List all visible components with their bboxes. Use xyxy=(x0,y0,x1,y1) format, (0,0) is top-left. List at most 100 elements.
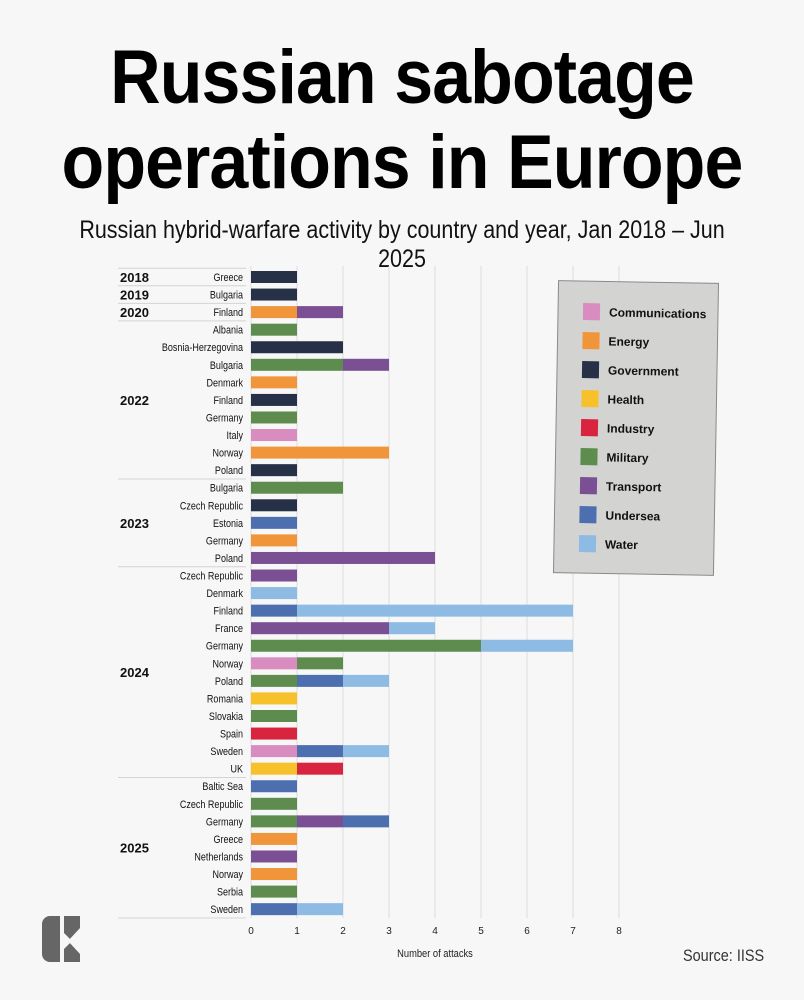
country-label: Italy xyxy=(226,430,243,442)
year-label: 2025 xyxy=(120,841,149,856)
country-label: Denmark xyxy=(206,378,243,390)
bar-segment-military xyxy=(251,885,297,898)
country-label: Spain xyxy=(220,729,243,741)
year-label: 2024 xyxy=(120,665,150,680)
country-label: Czech Republic xyxy=(180,799,243,811)
year-label: 2018 xyxy=(120,270,149,285)
legend-label: Undersea xyxy=(605,508,660,523)
country-label: Sweden xyxy=(210,904,243,916)
bar-segment-transport xyxy=(251,569,297,582)
bar-segment-military xyxy=(251,481,343,494)
x-tick-label: 2 xyxy=(340,926,346,937)
bar-segment-military xyxy=(251,815,297,828)
legend-label: Water xyxy=(605,537,638,552)
country-label: Romania xyxy=(207,694,243,706)
country-label: Netherlands xyxy=(194,852,243,864)
country-label: Norway xyxy=(212,659,243,671)
bar-segment-military xyxy=(251,710,297,722)
legend-swatch-government xyxy=(581,361,600,379)
x-tick-label: 4 xyxy=(432,926,438,937)
bar-segment-water xyxy=(251,587,297,600)
bar-segment-energy xyxy=(251,306,297,319)
legend-swatch-military xyxy=(580,448,598,466)
year-label: 2023 xyxy=(120,516,149,531)
legend-label: Transport xyxy=(606,479,662,494)
bar-segment-energy xyxy=(251,534,297,547)
legend-label: Military xyxy=(606,450,649,465)
bar-segment-transport xyxy=(343,358,389,371)
country-label: Norway xyxy=(212,869,243,881)
x-tick-label: 0 xyxy=(248,926,254,937)
year-label: 2019 xyxy=(120,288,149,303)
legend-swatch-undersea xyxy=(579,506,597,524)
bar-segment-government xyxy=(251,499,297,512)
x-tick-label: 1 xyxy=(294,926,300,937)
legend: Communications Energy Government Health Indu… xyxy=(552,280,720,576)
bar-segment-government xyxy=(251,341,343,354)
legend-swatch-energy xyxy=(582,332,600,350)
bar-segment-transport xyxy=(251,850,297,863)
bar-segment-undersea xyxy=(251,604,297,617)
legend-label: Industry xyxy=(607,421,655,436)
country-label: Germany xyxy=(206,413,243,425)
bar-segment-water xyxy=(343,674,389,687)
x-tick-label: 5 xyxy=(478,926,484,937)
bar-segment-energy xyxy=(251,832,297,845)
legend-swatch-health xyxy=(581,390,599,408)
country-label: Albania xyxy=(213,325,243,337)
legend-box xyxy=(552,280,720,576)
country-label: Bulgaria xyxy=(210,290,243,302)
x-tick-label: 6 xyxy=(524,926,530,937)
x-tick-label: 8 xyxy=(616,926,622,937)
bar-segment-industry xyxy=(297,762,343,775)
bar-segment-undersea xyxy=(297,674,343,687)
bar-segment-industry xyxy=(251,727,297,740)
bar-segment-undersea xyxy=(297,745,343,758)
bar-segment-energy xyxy=(251,376,297,389)
country-label: Germany xyxy=(206,536,243,548)
country-label: Baltic Sea xyxy=(202,781,243,793)
bar-segment-communications xyxy=(251,429,297,442)
bar-segment-undersea xyxy=(251,903,297,916)
bar-segment-health xyxy=(251,762,297,775)
country-label: Poland xyxy=(215,553,243,565)
bar-segment-energy xyxy=(251,868,297,881)
bar-segment-water xyxy=(297,903,343,916)
x-tick-label: 3 xyxy=(386,926,392,937)
country-label: France xyxy=(215,623,243,635)
x-axis: 0 1 2 3 4 5 6 7 8 xyxy=(248,926,622,937)
bar-segment-military xyxy=(297,657,343,670)
bar-segment-government xyxy=(251,288,297,301)
bar-segment-water xyxy=(343,745,389,758)
country-label: Poland xyxy=(215,676,243,688)
bar-segment-government xyxy=(251,393,297,406)
bar-segment-water xyxy=(389,622,435,635)
legend-label: Government xyxy=(608,364,679,379)
country-label: Finland xyxy=(213,307,243,319)
legend-label: Energy xyxy=(608,335,649,350)
legend-swatch-communications xyxy=(582,303,601,321)
country-label: Norway xyxy=(212,448,243,460)
bar-segment-military xyxy=(251,797,297,810)
bar-segment-energy xyxy=(251,446,389,459)
country-label: Denmark xyxy=(206,588,243,600)
country-label: Germany xyxy=(206,641,243,653)
bar-segment-military xyxy=(251,674,297,687)
country-label: Czech Republic xyxy=(180,571,243,583)
country-label: Greece xyxy=(213,272,243,284)
bar-segment-military xyxy=(251,639,481,652)
source-note: Source: IISS xyxy=(683,946,765,965)
rows: Greece 2018 Bulgaria 2019 Finland 2020 Albania… xyxy=(118,267,573,919)
bar-segment-military xyxy=(251,358,343,371)
country-label: Bosnia-Herzegovina xyxy=(162,342,243,354)
bar-segment-undersea xyxy=(343,815,389,828)
bar-segment-military xyxy=(251,323,297,336)
country-label: Finland xyxy=(213,606,243,618)
subtitle: Russian hybrid-warfare activity by count… xyxy=(79,216,725,273)
country-label: Slovakia xyxy=(209,711,243,723)
year-label: 2020 xyxy=(120,305,149,320)
title-line-1: Russian sabotage xyxy=(110,35,695,120)
bar-segment-military xyxy=(251,411,297,424)
x-tick-label: 7 xyxy=(570,926,576,937)
bar-segment-government xyxy=(251,271,297,283)
